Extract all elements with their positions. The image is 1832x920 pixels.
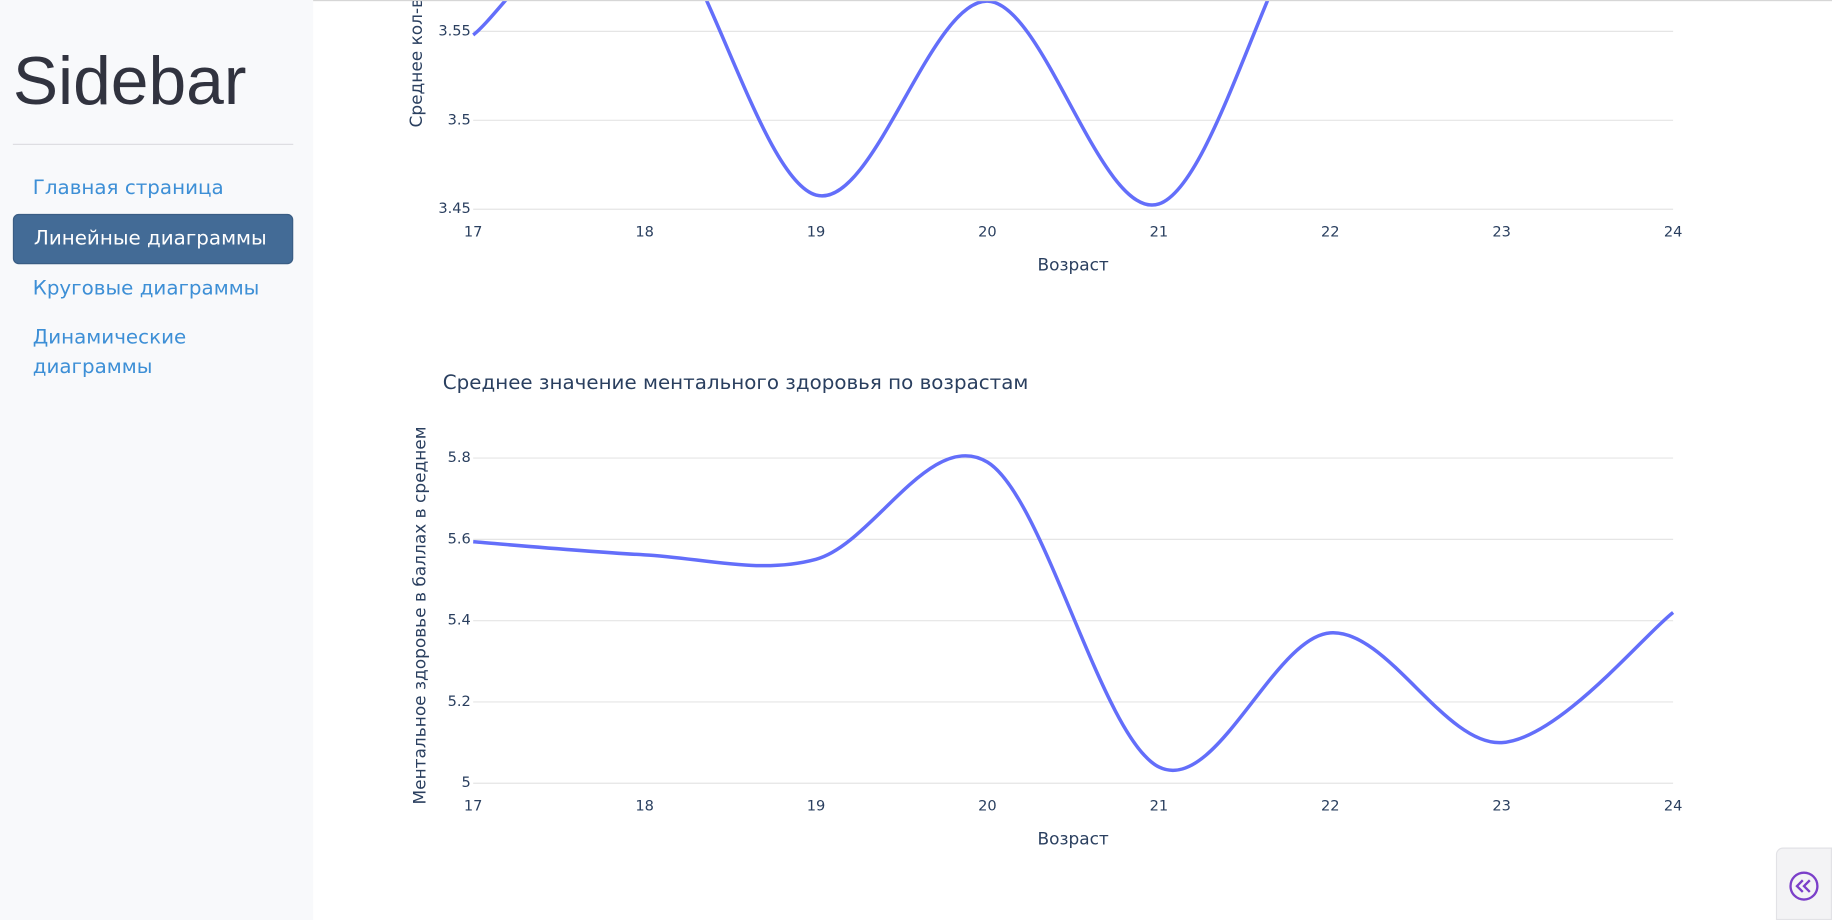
sidebar-title: Sidebar (12, 43, 247, 120)
y-tick-label: 5.8 (448, 449, 471, 466)
line (472, 0, 1270, 207)
y-tick-label: 5.6 (448, 530, 471, 547)
line (473, 454, 1675, 772)
y-tick-label: 5 (462, 774, 471, 791)
x-axis-label: Возраст (1038, 254, 1109, 274)
nav-link[interactable]: Динамические диаграммы (32, 326, 187, 379)
y-tick-label: 3.5 (448, 111, 471, 128)
sidebar: Sidebar Главная страница Линейные диаграм… (0, 0, 314, 920)
x-tick-label: 24 (1664, 798, 1683, 815)
nav-link[interactable]: Главная страница (32, 176, 224, 200)
main: 3.45 3.5 3.55 17 18 19 20 21 22 23 24 Возраст Средне… (313, 0, 1832, 920)
x-tick-label: 17 (464, 798, 483, 815)
y-tick-label: 5.2 (448, 693, 471, 710)
x-tick-label: 20 (978, 798, 997, 815)
x-tick-label: 18 (635, 224, 654, 241)
charts: 3.45 3.5 3.55 17 18 19 20 21 22 23 24 Возраст Средне… (406, 0, 1683, 848)
x-tick-label: 22 (1321, 798, 1340, 815)
x-tick-label: 17 (464, 224, 483, 241)
y-axis-label: Среднее кол-во часов сна (406, 1, 426, 127)
x-tick-label: 19 (807, 224, 826, 241)
chart-title: Среднее значение ментального здоровья по… (443, 371, 1029, 394)
x-tick-label: 22 (1321, 224, 1340, 241)
x-tick-label: 20 (978, 224, 997, 241)
nav-link[interactable]: Линейные диаграммы (12, 213, 294, 265)
x-tick-label: 23 (1492, 798, 1511, 815)
collapse-icon (1789, 871, 1819, 901)
y-axis-label: Ментальное здоровье в баллах в среднем (410, 427, 430, 805)
x-tick-label: 18 (635, 798, 654, 815)
y-tick-label: 3.45 (438, 200, 470, 217)
x-tick-label: 23 (1492, 224, 1511, 241)
divider (12, 143, 294, 145)
nav: Главная страница Линейные диаграммы Кругов… (12, 165, 294, 393)
y-tick-label: 5.4 (448, 612, 471, 629)
y-tick-label: 3.55 (438, 22, 470, 39)
nav-link[interactable]: Круговые диаграммы (32, 277, 260, 301)
collapse-button[interactable] (1775, 847, 1832, 920)
x-axis-label: Возраст (1038, 828, 1109, 848)
x-tick-label: 19 (807, 798, 826, 815)
x-tick-label: 21 (1150, 224, 1169, 241)
x-tick-label: 24 (1664, 224, 1683, 241)
x-tick-label: 21 (1150, 798, 1169, 815)
